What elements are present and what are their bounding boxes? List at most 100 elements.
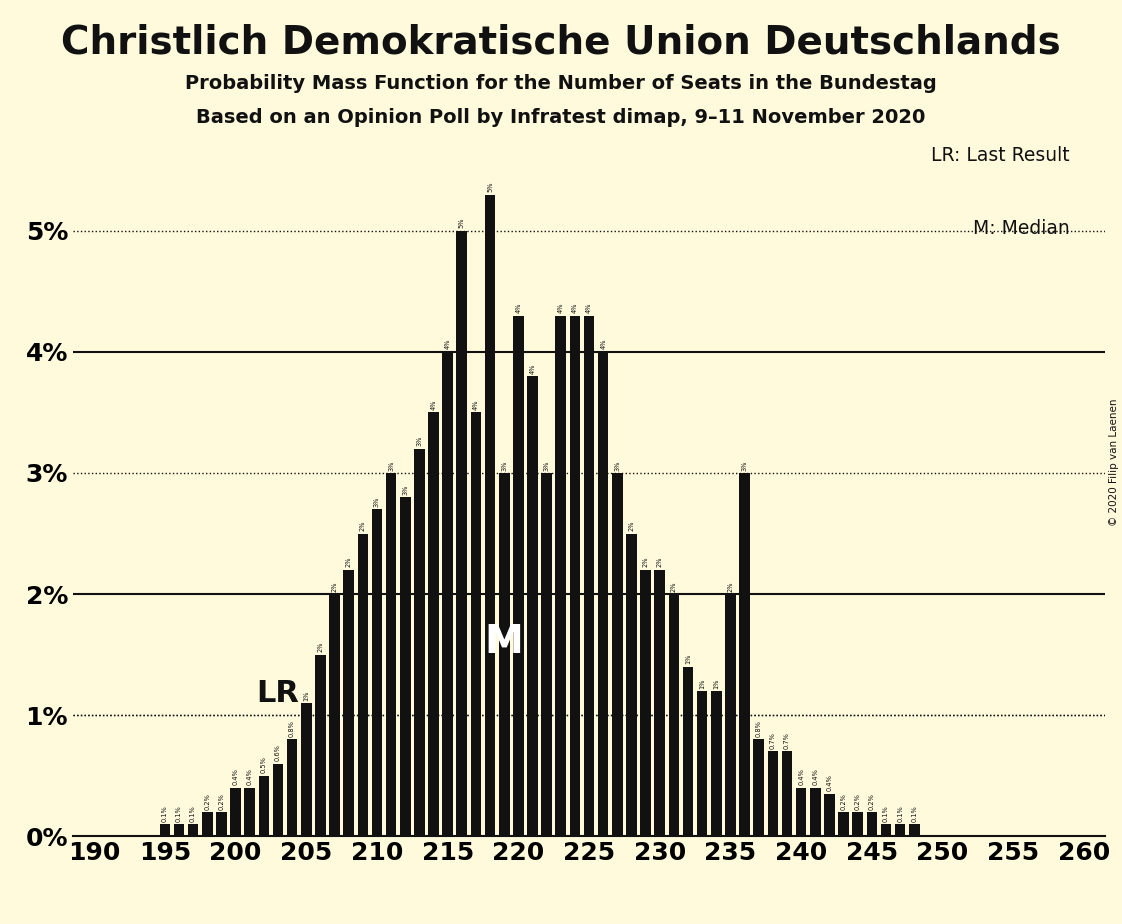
- Bar: [725, 594, 736, 836]
- Bar: [795, 788, 807, 836]
- Text: 1%: 1%: [686, 654, 691, 664]
- Bar: [598, 352, 608, 836]
- Text: 5%: 5%: [459, 218, 465, 228]
- Bar: [301, 703, 312, 836]
- Text: 3%: 3%: [615, 460, 620, 470]
- Text: 0.5%: 0.5%: [260, 757, 267, 773]
- Text: 4%: 4%: [558, 303, 563, 313]
- Text: 2%: 2%: [318, 641, 323, 652]
- Text: 3%: 3%: [374, 496, 380, 507]
- Text: 1%: 1%: [303, 690, 310, 700]
- Text: 2%: 2%: [346, 557, 351, 567]
- Text: 0.8%: 0.8%: [289, 720, 295, 737]
- Bar: [739, 473, 749, 836]
- Bar: [470, 412, 481, 836]
- Text: 2%: 2%: [671, 581, 677, 591]
- Bar: [358, 533, 368, 836]
- Text: 0.2%: 0.2%: [840, 793, 847, 809]
- Bar: [853, 812, 863, 836]
- Bar: [810, 788, 820, 836]
- Bar: [611, 473, 623, 836]
- Text: 3%: 3%: [544, 460, 550, 470]
- Text: Based on an Opinion Poll by Infratest dimap, 9–11 November 2020: Based on an Opinion Poll by Infratest di…: [196, 108, 926, 128]
- Text: 0.2%: 0.2%: [855, 793, 861, 809]
- Bar: [881, 824, 891, 836]
- Text: 0.4%: 0.4%: [812, 769, 818, 785]
- Bar: [541, 473, 552, 836]
- Bar: [174, 824, 184, 836]
- Bar: [555, 316, 567, 836]
- Text: © 2020 Filip van Laenen: © 2020 Filip van Laenen: [1110, 398, 1119, 526]
- Text: 3%: 3%: [502, 460, 507, 470]
- Text: 0.7%: 0.7%: [784, 732, 790, 749]
- Text: 4%: 4%: [530, 363, 535, 373]
- Bar: [217, 812, 227, 836]
- Text: 5%: 5%: [487, 182, 493, 192]
- Text: 0.4%: 0.4%: [827, 774, 833, 792]
- Bar: [682, 667, 693, 836]
- Bar: [499, 473, 509, 836]
- Bar: [399, 497, 411, 836]
- Bar: [343, 570, 353, 836]
- Text: Christlich Demokratische Union Deutschlands: Christlich Demokratische Union Deutschla…: [61, 23, 1061, 61]
- Bar: [838, 812, 849, 836]
- Text: 1%: 1%: [714, 678, 719, 688]
- Bar: [866, 812, 877, 836]
- Text: 4%: 4%: [572, 303, 578, 313]
- Bar: [754, 739, 764, 836]
- Text: 2%: 2%: [643, 557, 649, 567]
- Bar: [626, 533, 637, 836]
- Bar: [273, 763, 283, 836]
- Text: 0.8%: 0.8%: [756, 720, 762, 737]
- Text: 4%: 4%: [473, 399, 479, 410]
- Bar: [527, 376, 537, 836]
- Text: LR: LR: [256, 679, 300, 708]
- Text: 4%: 4%: [600, 339, 606, 349]
- Bar: [825, 794, 835, 836]
- Text: 0.6%: 0.6%: [275, 744, 280, 761]
- Bar: [641, 570, 651, 836]
- Text: 4%: 4%: [444, 339, 451, 349]
- Text: 0.1%: 0.1%: [162, 805, 168, 821]
- Bar: [697, 691, 708, 836]
- Text: 4%: 4%: [431, 399, 436, 410]
- Bar: [202, 812, 212, 836]
- Bar: [315, 654, 325, 836]
- Text: 2%: 2%: [727, 581, 734, 591]
- Text: 0.1%: 0.1%: [176, 805, 182, 821]
- Bar: [258, 775, 269, 836]
- Text: 1%: 1%: [699, 678, 705, 688]
- Bar: [909, 824, 920, 836]
- Text: 2%: 2%: [360, 520, 366, 531]
- Bar: [485, 195, 496, 836]
- Bar: [245, 788, 255, 836]
- Text: 0.7%: 0.7%: [770, 732, 776, 749]
- Bar: [371, 509, 383, 836]
- Text: 0.1%: 0.1%: [898, 805, 903, 821]
- Bar: [570, 316, 580, 836]
- Text: M: M: [485, 624, 524, 662]
- Text: 3%: 3%: [416, 436, 422, 446]
- Bar: [895, 824, 905, 836]
- Text: 4%: 4%: [586, 303, 592, 313]
- Bar: [711, 691, 721, 836]
- Bar: [669, 594, 679, 836]
- Bar: [230, 788, 241, 836]
- Bar: [287, 739, 297, 836]
- Bar: [767, 751, 779, 836]
- Text: 0.2%: 0.2%: [868, 793, 875, 809]
- Text: M: Median: M: Median: [973, 219, 1069, 237]
- Text: 3%: 3%: [742, 460, 747, 470]
- Bar: [782, 751, 792, 836]
- Text: 0.1%: 0.1%: [190, 805, 196, 821]
- Bar: [442, 352, 453, 836]
- Text: 3%: 3%: [402, 484, 408, 494]
- Text: 2%: 2%: [331, 581, 338, 591]
- Text: 0.4%: 0.4%: [247, 769, 252, 785]
- Bar: [513, 316, 524, 836]
- Text: LR: Last Result: LR: Last Result: [931, 146, 1069, 165]
- Bar: [386, 473, 396, 836]
- Bar: [159, 824, 171, 836]
- Bar: [654, 570, 665, 836]
- Text: 0.1%: 0.1%: [883, 805, 889, 821]
